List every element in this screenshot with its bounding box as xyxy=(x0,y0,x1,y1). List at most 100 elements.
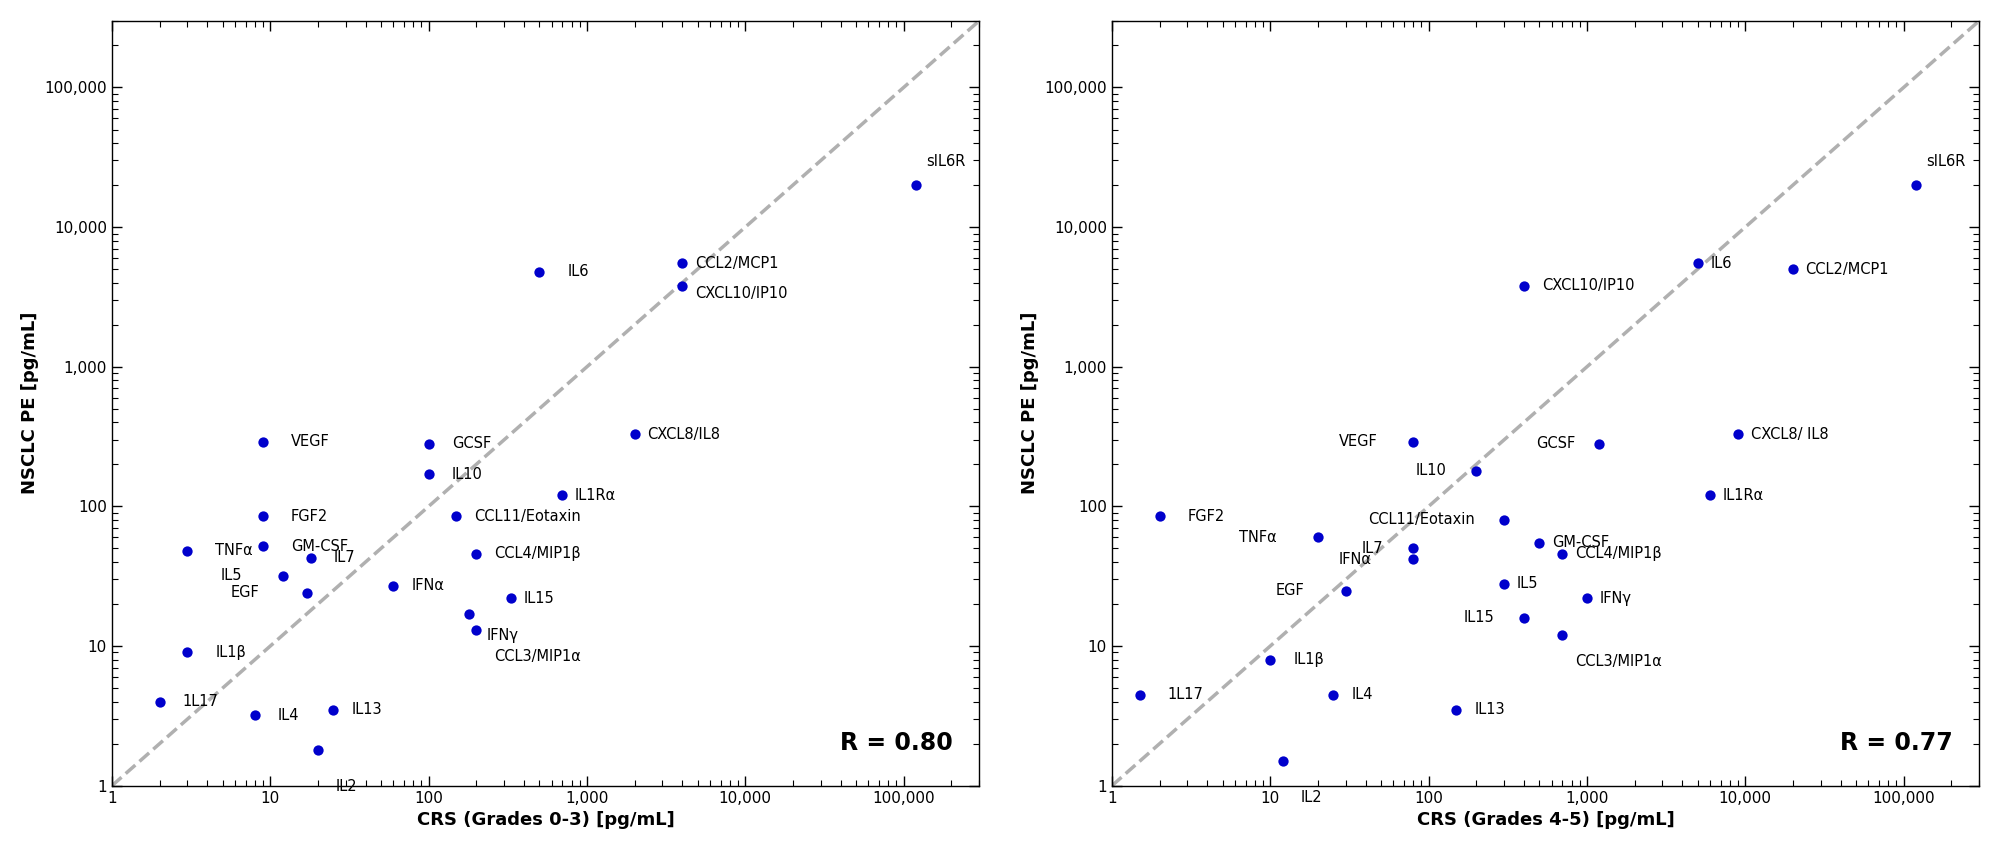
Point xyxy=(1722,428,1754,441)
Point xyxy=(1508,611,1540,625)
Point xyxy=(494,592,526,605)
Point xyxy=(1440,703,1472,717)
Text: IL1Rα: IL1Rα xyxy=(574,488,616,503)
Text: IL4: IL4 xyxy=(278,708,300,722)
Text: IL10: IL10 xyxy=(452,467,482,482)
Point xyxy=(1584,437,1616,451)
Point xyxy=(452,607,484,620)
Point xyxy=(1900,178,1932,192)
Point xyxy=(1254,653,1286,666)
Point xyxy=(666,279,698,292)
Point xyxy=(1398,541,1430,555)
Text: GCSF: GCSF xyxy=(452,437,490,451)
Point xyxy=(1398,552,1430,566)
Text: IL4: IL4 xyxy=(1352,687,1372,702)
Text: IFNα: IFNα xyxy=(412,578,444,593)
Text: 1L17: 1L17 xyxy=(182,694,218,709)
Text: IL2: IL2 xyxy=(1300,790,1322,805)
Point xyxy=(1570,592,1602,605)
Point xyxy=(412,468,444,481)
Text: IL7: IL7 xyxy=(334,550,356,565)
Point xyxy=(1318,688,1350,701)
Text: GM-CSF: GM-CSF xyxy=(290,539,348,553)
Text: CCL11/Eotaxin: CCL11/Eotaxin xyxy=(474,509,582,524)
Text: EGF: EGF xyxy=(230,586,260,600)
Text: FGF2: FGF2 xyxy=(290,509,328,524)
Text: CXCL10/IP10: CXCL10/IP10 xyxy=(1542,278,1634,293)
Point xyxy=(524,265,556,279)
Text: CCL3/MIP1α: CCL3/MIP1α xyxy=(1574,654,1662,669)
Text: VEGF: VEGF xyxy=(1340,434,1378,450)
Point xyxy=(1682,257,1714,270)
Point xyxy=(1460,464,1492,478)
Text: CXCL8/ IL8: CXCL8/ IL8 xyxy=(1750,427,1828,441)
Text: IL5: IL5 xyxy=(220,568,242,583)
Text: CCL2/MCP1: CCL2/MCP1 xyxy=(694,256,778,271)
Text: R = 0.77: R = 0.77 xyxy=(1840,731,1954,755)
Text: GCSF: GCSF xyxy=(1536,437,1574,451)
Text: IL15: IL15 xyxy=(1464,610,1494,625)
Text: CXCL8/IL8: CXCL8/IL8 xyxy=(648,427,720,441)
Point xyxy=(302,743,334,756)
Point xyxy=(1330,584,1362,598)
X-axis label: CRS (Grades 4-5) [pg/mL]: CRS (Grades 4-5) [pg/mL] xyxy=(1416,811,1674,829)
Point xyxy=(1508,279,1540,292)
Point xyxy=(144,694,176,708)
Text: IL1Rα: IL1Rα xyxy=(1722,488,1764,503)
Point xyxy=(1776,263,1808,276)
Point xyxy=(1144,509,1176,523)
Text: FGF2: FGF2 xyxy=(1188,509,1224,524)
Point xyxy=(1546,547,1578,560)
Text: EGF: EGF xyxy=(1276,583,1304,598)
Y-axis label: NSCLC PE [pg/mL]: NSCLC PE [pg/mL] xyxy=(20,312,38,495)
Text: IL6: IL6 xyxy=(568,264,588,279)
Point xyxy=(246,539,278,552)
Text: R = 0.80: R = 0.80 xyxy=(840,731,954,755)
Text: CXCL10/IP10: CXCL10/IP10 xyxy=(694,286,788,301)
Point xyxy=(238,708,270,722)
Text: GM-CSF: GM-CSF xyxy=(1552,536,1608,550)
Point xyxy=(460,547,492,560)
Text: IL10: IL10 xyxy=(1416,463,1446,479)
Text: IL1β: IL1β xyxy=(1294,652,1324,667)
Text: IL7: IL7 xyxy=(1362,541,1384,556)
Text: CCL4/MIP1β: CCL4/MIP1β xyxy=(494,546,580,561)
Point xyxy=(290,586,322,600)
Point xyxy=(318,703,350,717)
X-axis label: CRS (Grades 0-3) [pg/mL]: CRS (Grades 0-3) [pg/mL] xyxy=(416,811,674,829)
Text: sIL6R: sIL6R xyxy=(926,154,966,169)
Text: VEGF: VEGF xyxy=(290,434,330,450)
Point xyxy=(246,509,278,523)
Text: IL2: IL2 xyxy=(336,779,358,794)
Text: TNFα: TNFα xyxy=(1240,530,1276,545)
Point xyxy=(1266,754,1298,768)
Text: IL5: IL5 xyxy=(1516,576,1538,591)
Point xyxy=(266,569,298,582)
Text: IFNγ: IFNγ xyxy=(1600,591,1632,606)
Point xyxy=(546,489,578,502)
Text: sIL6R: sIL6R xyxy=(1926,154,1966,169)
Point xyxy=(1302,530,1334,544)
Text: IFNγ: IFNγ xyxy=(488,628,520,643)
Text: CCL2/MCP1: CCL2/MCP1 xyxy=(1806,262,1888,276)
Point xyxy=(666,257,698,270)
Text: IFNα: IFNα xyxy=(1340,552,1372,567)
Text: IL15: IL15 xyxy=(524,591,554,606)
Point xyxy=(1488,513,1520,527)
Point xyxy=(1524,536,1556,549)
Point xyxy=(440,509,472,523)
Point xyxy=(1398,435,1430,449)
Text: IL13: IL13 xyxy=(1474,702,1506,717)
Point xyxy=(618,428,650,441)
Point xyxy=(900,178,932,192)
Point xyxy=(378,579,410,592)
Text: TNFα: TNFα xyxy=(216,543,254,558)
Point xyxy=(294,551,326,564)
Point xyxy=(172,646,204,660)
Point xyxy=(1488,577,1520,591)
Point xyxy=(460,623,492,637)
Text: IL1β: IL1β xyxy=(216,645,246,660)
Text: CCL11/Eotaxin: CCL11/Eotaxin xyxy=(1368,513,1474,528)
Text: IL6: IL6 xyxy=(1710,256,1732,271)
Point xyxy=(412,437,444,451)
